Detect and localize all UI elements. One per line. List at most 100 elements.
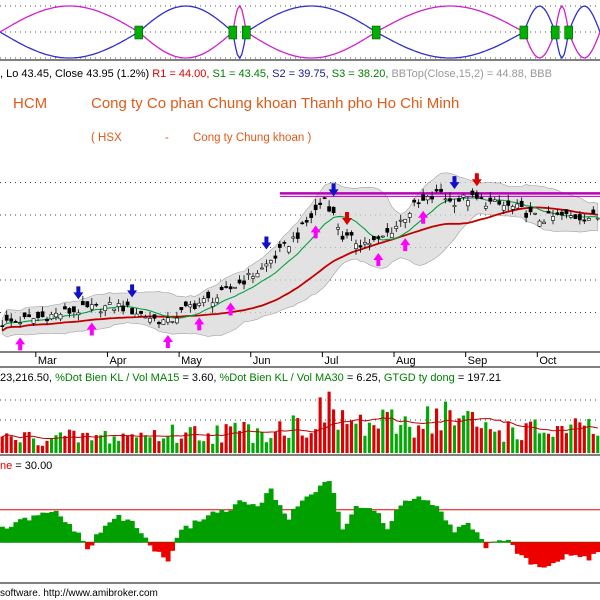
candle bbox=[533, 212, 537, 216]
candle bbox=[166, 311, 170, 326]
oscillator-bar bbox=[461, 525, 467, 543]
oscillator-bar bbox=[443, 520, 449, 543]
volume-bar bbox=[336, 429, 340, 453]
oscillator-bar bbox=[35, 515, 41, 543]
volume-bar bbox=[417, 425, 421, 453]
candle-body bbox=[246, 272, 251, 276]
candle-body bbox=[345, 232, 349, 236]
candle-body bbox=[309, 213, 314, 218]
candle bbox=[595, 217, 600, 221]
volume-bar bbox=[340, 410, 345, 453]
candle-body bbox=[0, 325, 5, 327]
candle-body bbox=[130, 308, 134, 315]
candle-body bbox=[354, 243, 358, 250]
candle bbox=[345, 229, 349, 239]
candle bbox=[215, 294, 220, 304]
candle bbox=[322, 196, 327, 200]
candlesticks bbox=[0, 183, 600, 331]
oscillator-bar bbox=[49, 512, 55, 543]
oscillator-bar bbox=[407, 500, 413, 543]
stats-part: S1 = 43.45, bbox=[213, 68, 273, 80]
candle bbox=[242, 275, 246, 290]
candle-body bbox=[148, 318, 152, 323]
oscillator-bar bbox=[331, 492, 337, 543]
volume-bar bbox=[54, 435, 58, 453]
volume-bar bbox=[587, 419, 591, 453]
candle bbox=[67, 307, 72, 318]
candle-body bbox=[260, 267, 264, 270]
candle-body bbox=[286, 246, 291, 253]
candle-body bbox=[157, 321, 161, 325]
candle-body bbox=[452, 205, 457, 208]
oscillator-bar bbox=[237, 500, 243, 543]
candle-body bbox=[300, 222, 305, 225]
volume-bar bbox=[49, 438, 54, 453]
oscillator-bar bbox=[188, 528, 193, 543]
oscillator-bar bbox=[367, 508, 373, 543]
volume-bar bbox=[529, 421, 533, 453]
candle-body bbox=[228, 286, 233, 290]
oscillator-bar bbox=[13, 522, 19, 543]
oscillator-bar bbox=[537, 542, 543, 568]
volume-bar bbox=[305, 437, 309, 453]
candle-body bbox=[506, 200, 511, 206]
oscillator-bar bbox=[197, 521, 202, 543]
candle-body bbox=[183, 301, 188, 307]
oscillator-bar bbox=[385, 529, 390, 543]
oscillator-bar bbox=[0, 526, 5, 543]
oscillator-header-part: = 30.00 bbox=[15, 460, 52, 472]
volume-bar bbox=[300, 435, 304, 453]
oscillator-bar bbox=[497, 540, 502, 543]
candle bbox=[116, 299, 121, 312]
candle bbox=[277, 240, 282, 252]
volume-bar bbox=[323, 422, 327, 453]
month-label: Oct bbox=[539, 355, 556, 367]
oscillator-bar bbox=[134, 528, 140, 543]
oscillator-bar bbox=[416, 496, 422, 543]
candle bbox=[569, 210, 573, 220]
candle-body bbox=[45, 318, 49, 322]
volume-bar bbox=[27, 431, 31, 453]
candle bbox=[443, 193, 448, 204]
oscillator-bar bbox=[591, 542, 596, 554]
volume-bar bbox=[81, 433, 85, 453]
volume-bar bbox=[143, 435, 148, 453]
candle bbox=[179, 307, 184, 313]
candle bbox=[501, 201, 506, 214]
oscillator-histogram bbox=[0, 481, 600, 568]
candle bbox=[327, 200, 331, 213]
candle-body bbox=[125, 301, 130, 306]
oscillator-bar bbox=[573, 542, 579, 556]
sell-arrow bbox=[73, 286, 84, 300]
oscillator-bar bbox=[546, 542, 552, 567]
oscillator-bar bbox=[58, 516, 64, 543]
volume-bar bbox=[76, 442, 80, 453]
candle bbox=[304, 216, 309, 227]
candle-body bbox=[27, 314, 31, 318]
candle bbox=[72, 306, 76, 318]
candle-body bbox=[528, 207, 533, 213]
candle-body bbox=[376, 236, 381, 239]
candle-body bbox=[233, 286, 237, 289]
candle bbox=[192, 300, 197, 311]
oscillator-bar bbox=[465, 523, 471, 543]
oscillator-bar bbox=[483, 542, 489, 549]
oscillator-bar bbox=[510, 542, 516, 545]
buy-arrow bbox=[310, 225, 321, 239]
volume-bar bbox=[121, 433, 125, 453]
candle-body bbox=[31, 318, 36, 324]
volume-bar bbox=[206, 433, 210, 453]
oscillator-bar bbox=[438, 511, 444, 543]
volume-bar bbox=[170, 424, 174, 453]
candle-body bbox=[121, 305, 126, 312]
volume-bar bbox=[287, 437, 291, 453]
candle-body bbox=[242, 280, 246, 285]
candle bbox=[98, 308, 103, 318]
oscillator-bar bbox=[326, 481, 332, 543]
candle-body bbox=[206, 291, 211, 299]
candle-body bbox=[103, 305, 108, 311]
candle-body bbox=[282, 242, 287, 244]
volume-bar bbox=[85, 432, 89, 453]
candle-body bbox=[9, 318, 14, 322]
